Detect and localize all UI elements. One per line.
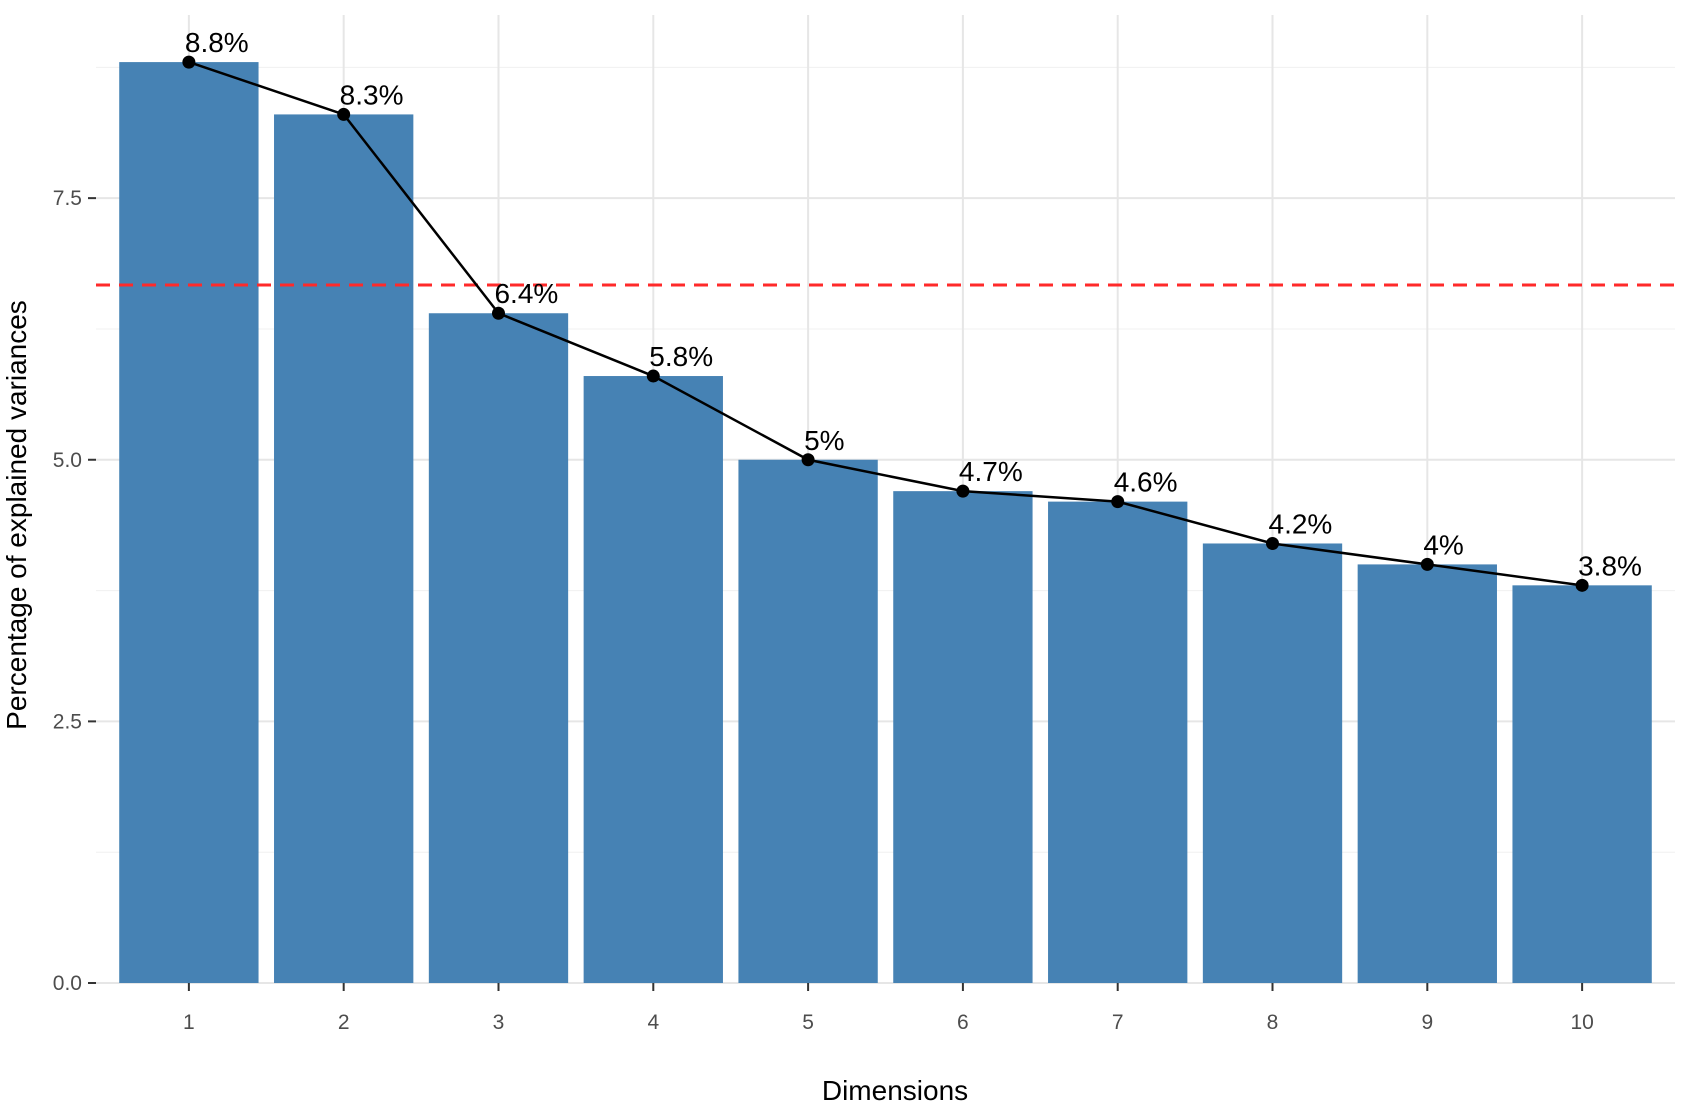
x-tick-label: 3 <box>493 1011 505 1034</box>
x-axis: 1 2 3 4 5 6 7 8 9 10 <box>183 983 1594 1034</box>
y-tick-label: 2.5 <box>53 710 82 733</box>
point-7 <box>1111 495 1125 509</box>
x-tick-label: 8 <box>1267 1011 1279 1034</box>
point-8 <box>1266 536 1280 550</box>
series-line <box>188 60 1583 587</box>
data-label-1: 8.8% <box>185 27 249 58</box>
y-tick-label: 7.5 <box>53 187 82 210</box>
point-6 <box>956 484 970 498</box>
data-labels: 8.8% 8.3% 6.4% 5.8% 5% 4.7% 4.6% 4.2% 4% 3.8% <box>185 27 1642 581</box>
x-tick-label: 7 <box>1112 1011 1124 1034</box>
point-9 <box>1420 557 1434 571</box>
x-tick-label: 5 <box>802 1011 814 1034</box>
data-label-5: 5% <box>804 425 844 456</box>
point-5 <box>801 453 815 467</box>
data-label-10: 3.8% <box>1578 550 1642 581</box>
bar-9 <box>1357 564 1497 983</box>
bar-2 <box>274 114 414 984</box>
x-tick-label: 4 <box>647 1011 659 1034</box>
bar-5 <box>738 459 878 984</box>
x-tick-label: 2 <box>338 1011 350 1034</box>
bars <box>119 62 1652 984</box>
data-label-9: 4% <box>1423 529 1463 560</box>
point-10 <box>1575 578 1589 592</box>
line-points <box>182 55 1589 592</box>
y-axis-title: Percentage of explained variances <box>1 300 32 730</box>
y-axis: 0.0 2.5 5.0 7.5 <box>53 187 96 995</box>
bar-6 <box>893 491 1033 983</box>
point-2 <box>337 107 351 121</box>
point-4 <box>646 369 660 383</box>
data-label-8: 4.2% <box>1269 508 1333 539</box>
data-label-6: 4.7% <box>959 456 1023 487</box>
bar-10 <box>1512 585 1652 983</box>
bar-3 <box>428 313 569 983</box>
x-tick-label: 9 <box>1421 1011 1433 1034</box>
point-3 <box>491 306 505 320</box>
y-tick-label: 5.0 <box>53 449 82 472</box>
x-axis-title: Dimensions <box>822 1075 968 1106</box>
data-label-2: 8.3% <box>340 79 404 110</box>
point-1 <box>182 55 196 69</box>
line-overlay <box>188 60 1583 587</box>
bar-7 <box>1048 501 1188 983</box>
data-label-7: 4.6% <box>1114 467 1178 498</box>
x-tick-label: 10 <box>1570 1011 1593 1034</box>
bar-4 <box>583 376 723 983</box>
x-tick-label: 6 <box>957 1011 969 1034</box>
y-tick-label: 0.0 <box>53 972 82 995</box>
data-label-4: 5.8% <box>649 341 713 372</box>
data-label-3: 6.4% <box>494 278 558 309</box>
x-tick-label: 1 <box>183 1011 195 1034</box>
bar-8 <box>1202 543 1343 983</box>
bar-1 <box>119 62 259 983</box>
